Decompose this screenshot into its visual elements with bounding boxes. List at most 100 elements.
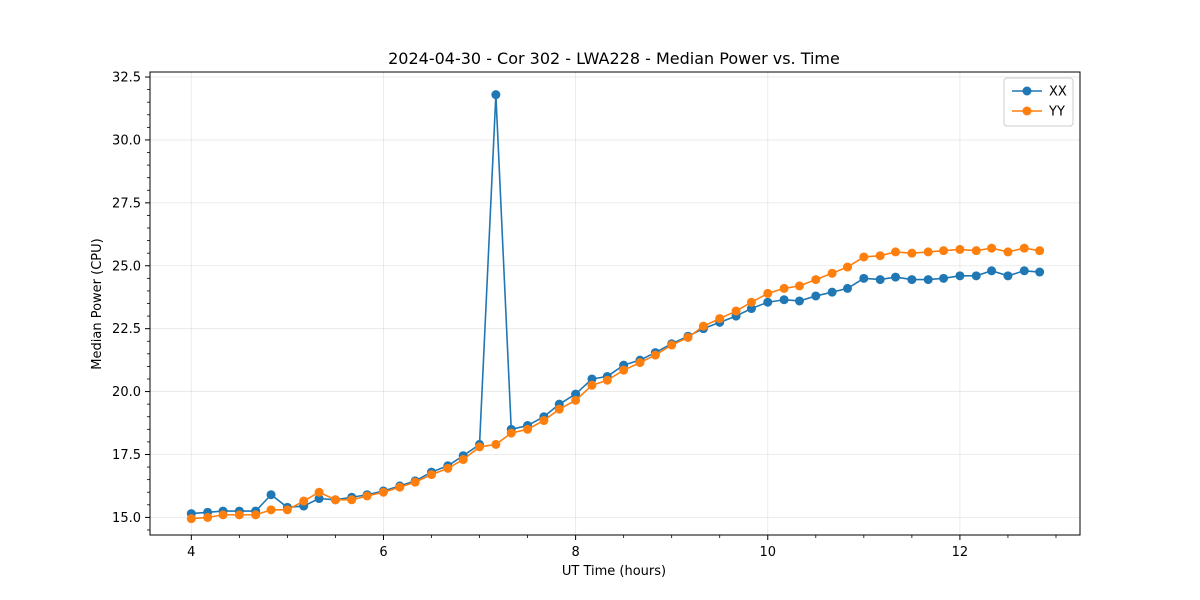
series-yy-point bbox=[971, 246, 981, 256]
series-yy-point bbox=[619, 365, 629, 375]
series-yy bbox=[186, 243, 1045, 524]
series-yy-point bbox=[635, 358, 645, 368]
series-yy-point bbox=[891, 247, 901, 257]
y-tick-label: 25.0 bbox=[112, 259, 141, 274]
series-yy-point bbox=[859, 252, 869, 262]
series-yy-point bbox=[523, 424, 533, 434]
series-yy-point bbox=[811, 275, 821, 285]
y-tick-label: 17.5 bbox=[112, 448, 141, 463]
series-xx-point bbox=[746, 304, 756, 314]
series-yy-point bbox=[1003, 247, 1013, 257]
legend: XX YY bbox=[1003, 77, 1074, 127]
series-yy-point bbox=[763, 288, 773, 298]
series-yy-point bbox=[843, 262, 852, 272]
legend-box bbox=[1003, 77, 1074, 127]
y-tick-label: 27.5 bbox=[112, 196, 141, 211]
series-yy-point bbox=[266, 505, 276, 515]
series-yy-point bbox=[378, 487, 388, 497]
y-tick-label: 30.0 bbox=[112, 133, 141, 148]
series-yy-point bbox=[218, 510, 228, 520]
series-yy-point bbox=[587, 380, 597, 390]
legend-xx-marker bbox=[1022, 86, 1032, 96]
series-yy-point bbox=[923, 247, 933, 257]
series-xx-point bbox=[811, 291, 821, 301]
series-yy-point bbox=[715, 314, 725, 324]
series-xx-point bbox=[843, 283, 852, 293]
series-xx-point bbox=[763, 297, 773, 307]
series-yy-point bbox=[282, 505, 292, 515]
series-yy-point bbox=[491, 439, 501, 449]
series-yy-point bbox=[746, 297, 756, 307]
series-yy-point bbox=[458, 455, 468, 465]
x-axis-label: UT Time (hours) bbox=[562, 564, 666, 579]
series-yy-point bbox=[939, 246, 949, 256]
series-xx-point bbox=[987, 266, 997, 276]
series-yy-point bbox=[667, 340, 677, 350]
series-yy-point bbox=[234, 510, 244, 520]
series-yy-point bbox=[347, 495, 357, 505]
series-xx-point bbox=[891, 272, 901, 282]
series-yy-point bbox=[475, 442, 485, 452]
series-yy-point bbox=[330, 495, 340, 505]
series-yy-point bbox=[731, 306, 741, 316]
series-yy-point bbox=[299, 496, 309, 506]
series-yy-point bbox=[410, 477, 420, 487]
grid bbox=[150, 72, 1080, 535]
series-yy-point bbox=[602, 375, 612, 385]
series-yy-point bbox=[794, 281, 804, 291]
series-yy-point bbox=[698, 321, 708, 331]
series-yy-point bbox=[779, 283, 789, 293]
series-yy-point bbox=[571, 395, 581, 405]
series-yy-point bbox=[554, 404, 564, 414]
series-yy-point bbox=[395, 482, 405, 492]
series-layer bbox=[186, 90, 1045, 524]
legend-yy-marker bbox=[1022, 106, 1032, 116]
series-xx-point bbox=[955, 271, 965, 281]
ticks: 4 6 8 10 12 15.0 17.5 20.0 22.5 25.0 27.5 30.0 32.5 bbox=[112, 71, 1057, 560]
series-xx-point bbox=[1035, 267, 1045, 277]
y-tick-label: 20.0 bbox=[112, 385, 141, 400]
series-yy-point bbox=[539, 416, 549, 426]
series-yy-point bbox=[443, 463, 453, 473]
series-yy-point bbox=[650, 350, 660, 360]
series-yy-point bbox=[314, 487, 324, 497]
series-yy-point bbox=[907, 248, 917, 258]
series-xx-point bbox=[923, 275, 933, 285]
y-tick-label: 22.5 bbox=[112, 322, 141, 337]
series-yy-point bbox=[987, 243, 997, 253]
series-yy-point bbox=[203, 512, 213, 522]
series-xx-point bbox=[587, 374, 597, 384]
series-yy-point bbox=[506, 428, 516, 438]
y-tick-label: 15.0 bbox=[112, 511, 141, 526]
series-yy-point bbox=[827, 268, 837, 278]
series-xx-point bbox=[491, 90, 501, 100]
series-yy-point bbox=[683, 332, 693, 342]
y-tick-label: 32.5 bbox=[112, 71, 141, 86]
series-yy-point bbox=[875, 251, 885, 261]
x-tick-label: 4 bbox=[187, 545, 195, 560]
series-xx-point bbox=[907, 275, 917, 285]
series-xx-point bbox=[859, 273, 869, 283]
series-xx-point bbox=[266, 490, 276, 500]
series-xx-point bbox=[794, 296, 804, 306]
series-xx-point bbox=[1019, 266, 1029, 276]
x-tick-label: 8 bbox=[571, 545, 579, 560]
series-yy-point bbox=[1035, 246, 1045, 256]
x-tick-label: 12 bbox=[952, 545, 969, 560]
series-xx-point bbox=[875, 275, 885, 285]
series-yy-point bbox=[955, 244, 965, 254]
series-xx-point bbox=[827, 287, 837, 297]
series-yy-point bbox=[251, 510, 261, 520]
series-xx-point bbox=[971, 271, 981, 281]
series-yy-point bbox=[362, 491, 372, 501]
series-yy-point bbox=[186, 514, 196, 524]
series-xx-point bbox=[1003, 271, 1013, 281]
series-xx-point bbox=[939, 273, 949, 283]
series-xx-point bbox=[571, 389, 581, 399]
x-tick-label: 6 bbox=[379, 545, 387, 560]
series-yy-point bbox=[1019, 243, 1029, 253]
legend-yy-label: YY bbox=[1048, 105, 1065, 120]
series-yy-point bbox=[427, 470, 436, 480]
series-xx-point bbox=[314, 494, 324, 504]
